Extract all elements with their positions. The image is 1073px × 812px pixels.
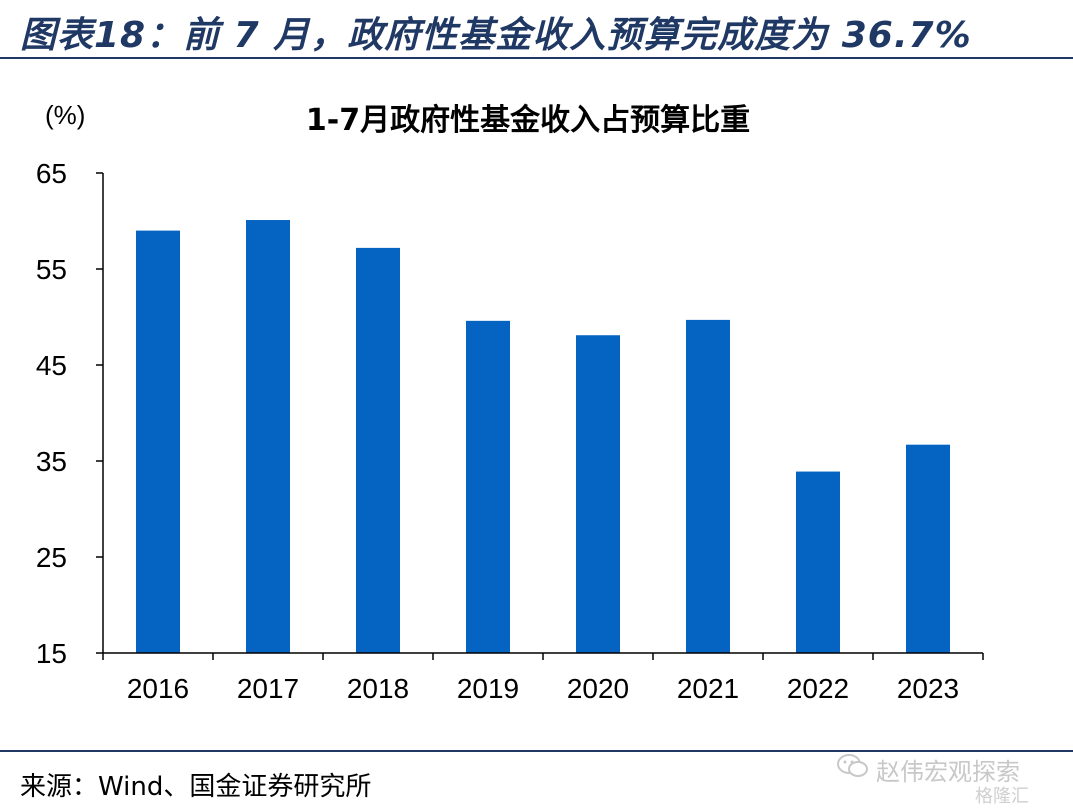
footer-divider — [0, 750, 1073, 752]
y-tick-label: 65 — [36, 158, 67, 189]
bar-2020 — [576, 335, 620, 653]
y-tick-label: 25 — [36, 542, 67, 573]
wechat-icon — [837, 754, 868, 777]
bar-2019 — [466, 320, 510, 653]
chart-title: 1-7月政府性基金收入占预算比重 — [306, 103, 750, 138]
y-axis-unit-label: (%) — [45, 100, 85, 130]
bar-2016 — [136, 230, 180, 653]
x-tick-label: 2016 — [127, 673, 189, 704]
x-tick-label: 2022 — [787, 673, 849, 704]
x-tick-label: 2018 — [347, 673, 409, 704]
y-axis: 15 25 35 45 55 65 — [36, 158, 104, 669]
figure-title: 图表18：前 7 月，政府性基金收入预算完成度为 36.7% — [20, 15, 972, 56]
header-divider — [0, 57, 1073, 59]
x-tick-label: 2023 — [897, 673, 959, 704]
bar-2017 — [246, 220, 290, 654]
bar-2018 — [356, 247, 400, 653]
x-axis: 2016 2017 2018 2019 2020 2021 2022 2023 — [102, 652, 984, 704]
y-tick-label: 55 — [36, 254, 67, 285]
bar-2023 — [906, 444, 950, 653]
y-tick-label: 15 — [36, 638, 67, 669]
x-tick-label: 2019 — [457, 673, 519, 704]
x-tick-label: 2021 — [677, 673, 739, 704]
bar-2021 — [686, 319, 730, 653]
report-header: 图表18：前 7 月，政府性基金收入预算完成度为 36.7% — [0, 0, 1073, 60]
bar-2022 — [796, 471, 840, 653]
x-tick-label: 2020 — [567, 673, 629, 704]
y-tick-label: 35 — [36, 446, 67, 477]
y-tick-label: 45 — [36, 350, 67, 381]
source-note: 来源：Wind、国金证券研究所 — [20, 772, 372, 802]
watermark-secondary: 格隆汇 — [975, 786, 1029, 807]
bar-series — [136, 220, 950, 654]
x-tick-label: 2017 — [237, 673, 299, 704]
watermark-text: 赵伟宏观探索 — [876, 758, 1020, 786]
